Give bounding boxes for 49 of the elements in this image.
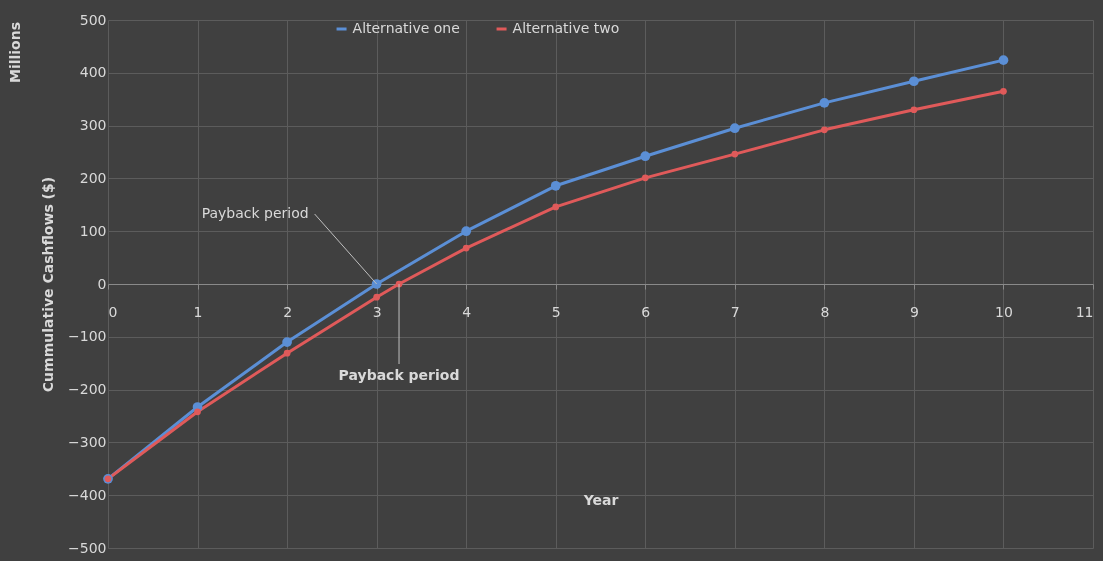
y-tick-label: 0 [97,275,107,292]
x-tick-label: 2 [283,303,293,320]
y-axis-title: Cummulative Cashflows ($) [40,176,57,393]
point [731,150,739,158]
point [371,279,382,289]
point [282,337,292,347]
legend-label: Alternative two [512,20,620,36]
annotation: Payback period [338,367,460,383]
point [283,349,291,357]
y-tick-label: 400 [79,64,107,81]
point [461,226,472,237]
point [1000,87,1007,95]
y-tick-label: −100 [68,328,107,345]
point [641,174,649,182]
x-tick-label: 1 [193,303,203,320]
x-tick-label: 4 [462,303,472,320]
point [552,203,560,211]
point [821,126,828,134]
point [462,244,470,252]
point [373,293,380,301]
point [729,123,740,134]
x-tick-label: 10 [995,303,1013,320]
y-tick-label: −400 [68,486,107,503]
y-tick-label: −200 [68,381,107,398]
x-axis-title: Year [582,491,619,508]
point [998,55,1009,65]
point [909,76,919,87]
x-tick-label: 8 [820,303,830,320]
x-tick-label: 9 [909,303,919,320]
point [194,408,201,416]
x-tick-label: 5 [551,303,561,320]
y-tick-label: −300 [68,433,107,450]
y-tick-label: 300 [79,117,107,134]
x-tick-label: 6 [641,303,651,320]
y-tick-label: 500 [79,11,107,28]
annotation: Payback period [201,205,309,221]
x-tick-label: 0 [108,303,118,320]
y-tick-label: 100 [79,222,107,239]
x-tick-label: 11 [1075,303,1094,320]
legend-label: Alternative one [352,20,460,36]
point [550,180,561,191]
text: Millions [7,22,23,84]
x-tick-label: 3 [372,303,382,320]
y-tick-label: −500 [68,539,107,556]
point [640,151,651,162]
y-tick-label: 200 [79,169,107,186]
point [910,106,918,114]
x-tick-label: 7 [730,303,740,320]
point [819,98,830,108]
